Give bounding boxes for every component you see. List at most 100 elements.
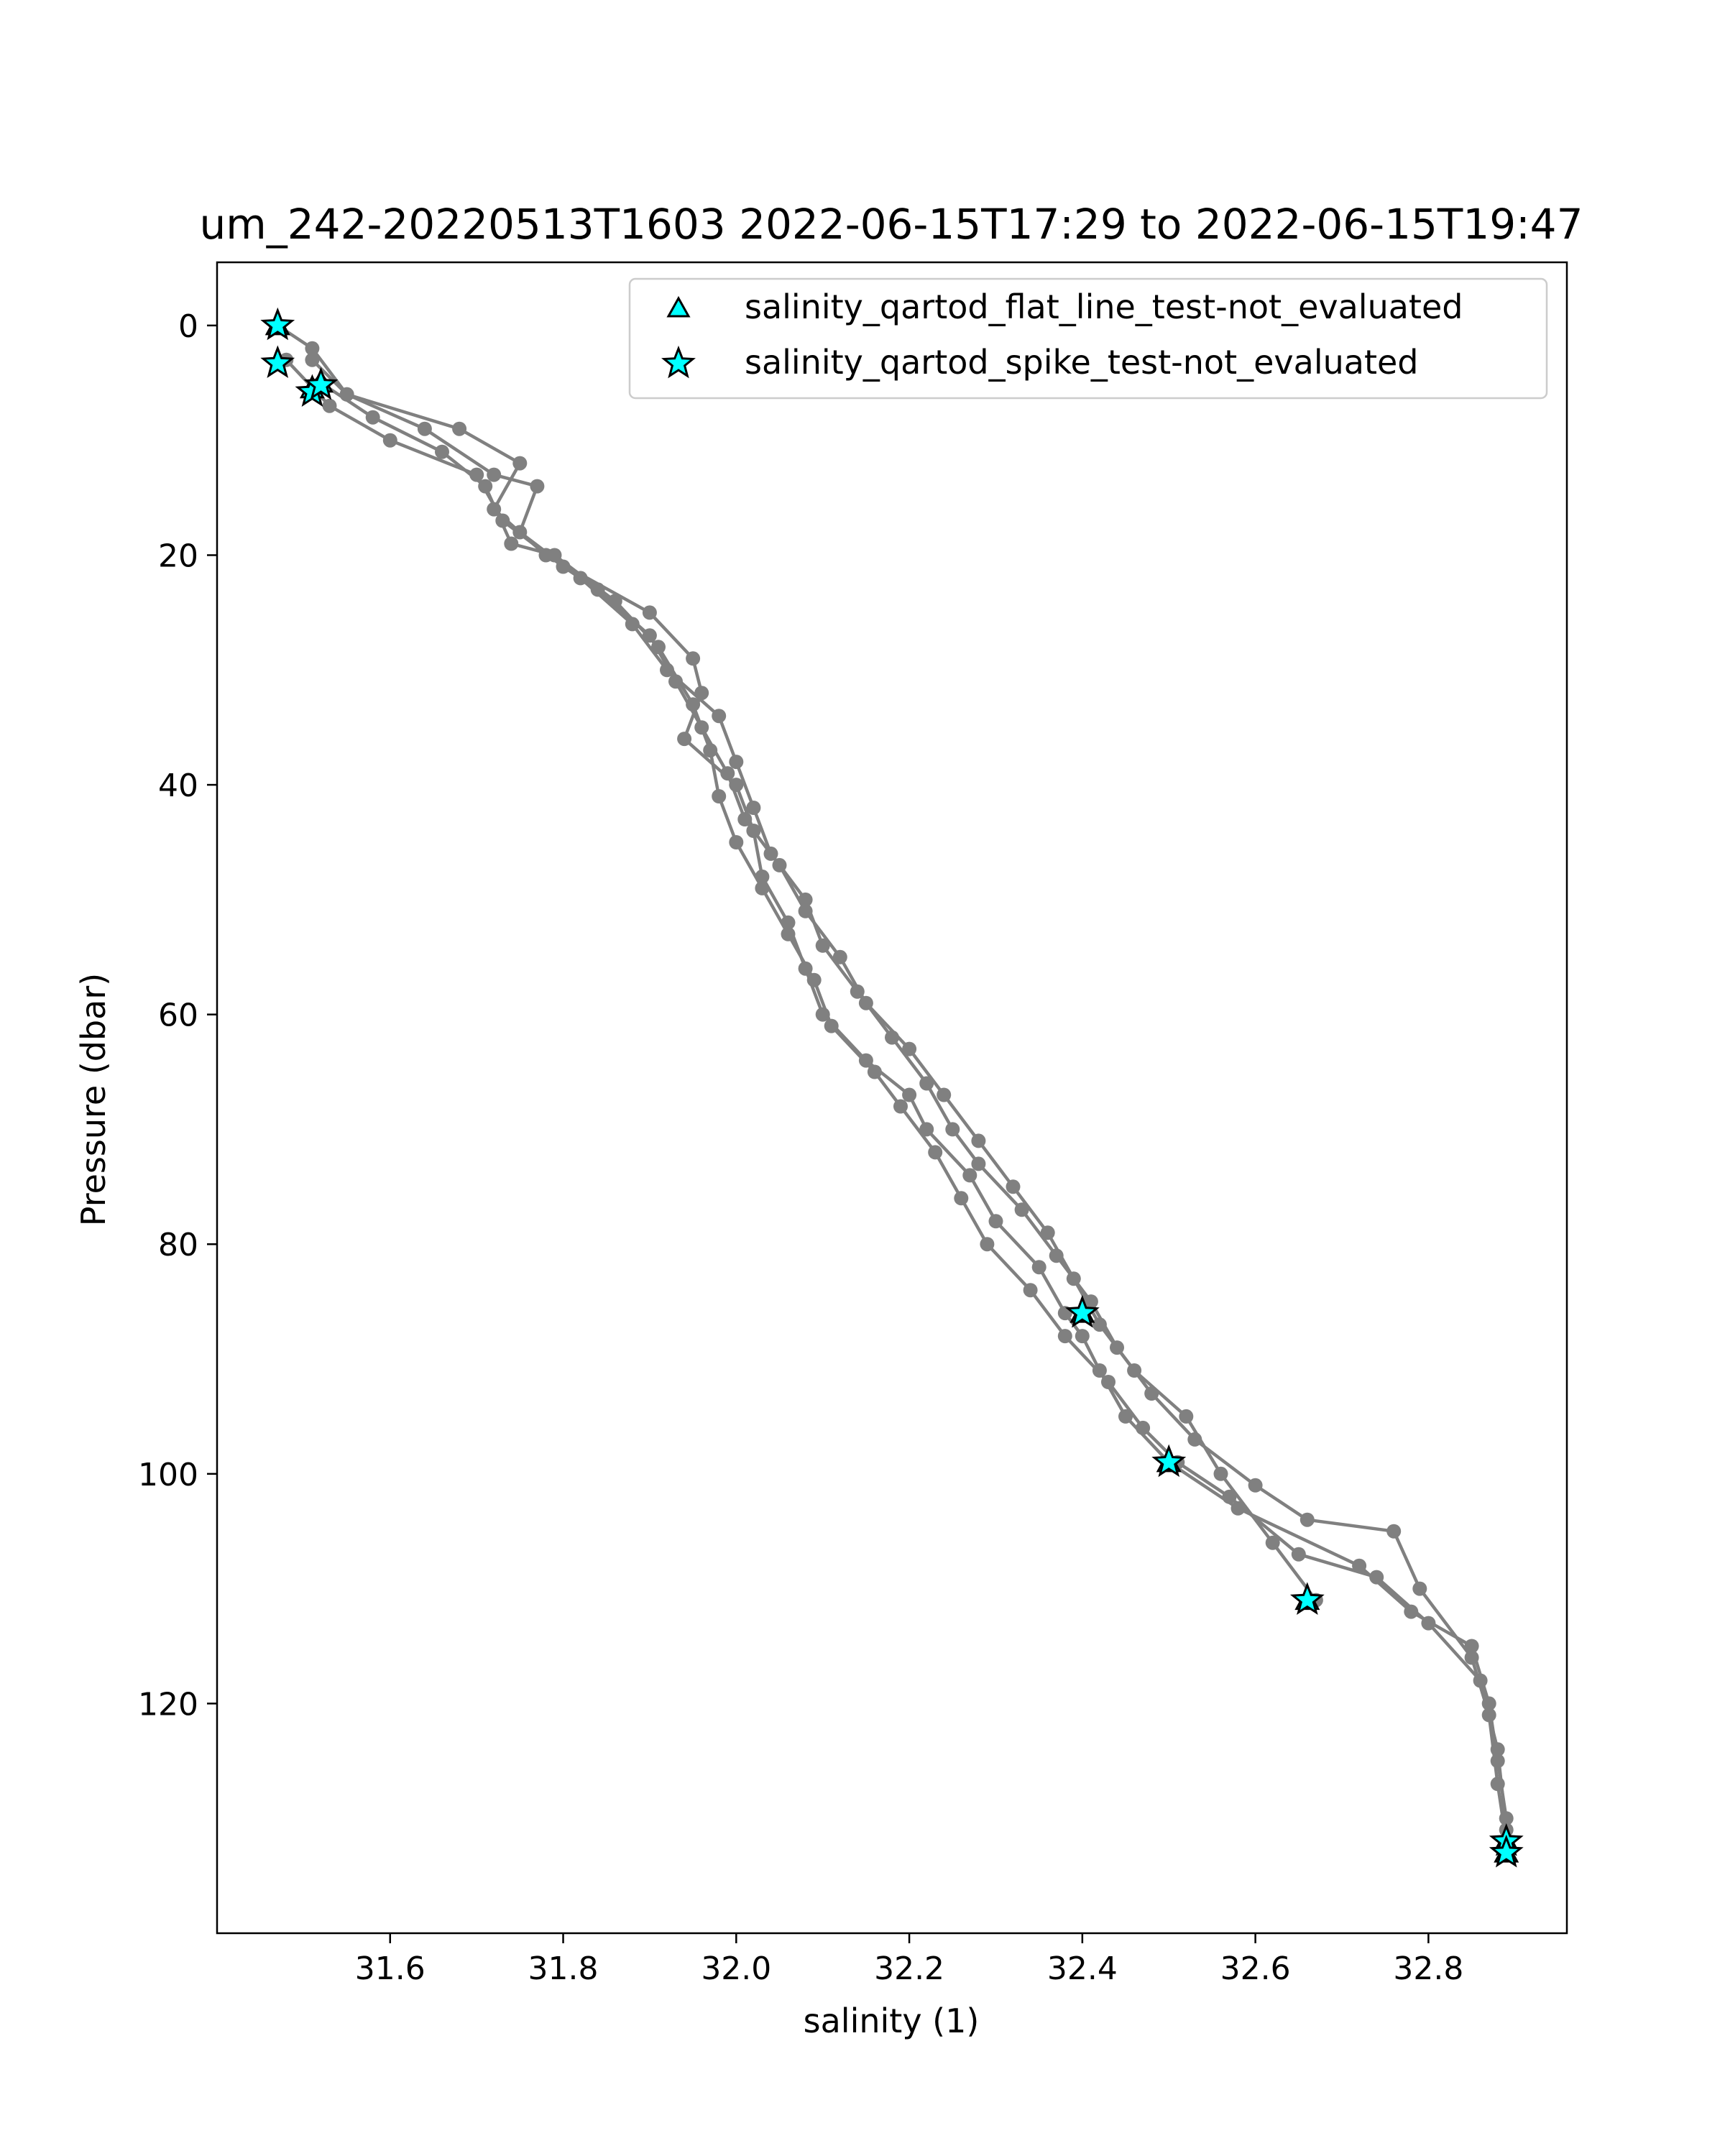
profile-point bbox=[487, 467, 502, 482]
x-axis: 31.6 31.8 32.0 32.2 32.4 32.6 32.8 bbox=[355, 1933, 1463, 1987]
profile-point bbox=[902, 1087, 917, 1102]
x-tick-label: 32.6 bbox=[1220, 1950, 1291, 1987]
legend-triangle-marker bbox=[666, 295, 691, 318]
profile-point bbox=[962, 1168, 978, 1183]
profile-point bbox=[1023, 1283, 1038, 1298]
x-tick-label: 32.2 bbox=[874, 1950, 944, 1987]
profile-point bbox=[478, 479, 493, 494]
profile-point bbox=[1404, 1604, 1419, 1619]
profile-point bbox=[305, 341, 320, 356]
profile-point bbox=[512, 456, 528, 471]
profile-point bbox=[971, 1133, 986, 1148]
y-tick-label: 120 bbox=[138, 1686, 198, 1723]
profile-point bbox=[1412, 1581, 1427, 1596]
profile-point bbox=[607, 594, 622, 609]
y-axis-label: Pressure (dbar) bbox=[74, 973, 113, 1226]
profile-point bbox=[1127, 1363, 1142, 1378]
profile-point bbox=[902, 1041, 917, 1056]
profile-point bbox=[781, 926, 796, 941]
profile-point bbox=[642, 605, 657, 620]
legend-label-flat-line: salinity_qartod_flat_line_test-not_evalu… bbox=[745, 287, 1463, 326]
y-tick-label: 0 bbox=[178, 308, 198, 345]
profile-point bbox=[1222, 1489, 1237, 1504]
legend-star-marker bbox=[661, 345, 696, 379]
profile-point bbox=[1075, 1329, 1090, 1344]
profile-point bbox=[1473, 1673, 1488, 1688]
profile-point bbox=[1118, 1409, 1133, 1424]
profile-point bbox=[322, 398, 337, 413]
profile-point bbox=[746, 801, 761, 815]
profile-point bbox=[815, 938, 830, 953]
profile-point bbox=[668, 674, 683, 689]
profile-point bbox=[1040, 1225, 1055, 1240]
profile-point bbox=[435, 444, 449, 459]
x-tick-label: 32.4 bbox=[1047, 1950, 1118, 1987]
y-tick-label: 20 bbox=[158, 538, 198, 574]
profile-point bbox=[1265, 1535, 1280, 1550]
profile-point bbox=[824, 1018, 839, 1033]
profile-point bbox=[703, 743, 718, 758]
y-tick-label: 100 bbox=[138, 1457, 198, 1493]
profile-point bbox=[772, 857, 787, 872]
profile-point bbox=[729, 835, 744, 849]
profile-point bbox=[1066, 1271, 1081, 1286]
profile-point bbox=[1230, 1501, 1246, 1516]
profile-point bbox=[737, 812, 753, 826]
spike-flag-marker bbox=[1289, 1582, 1325, 1615]
profile-point bbox=[755, 880, 770, 895]
axes-frame bbox=[216, 261, 1568, 1935]
y-tick-label: 40 bbox=[158, 768, 198, 804]
y-axis: 0 20 40 60 80 100 120 bbox=[138, 308, 217, 1723]
profile-point bbox=[954, 1191, 969, 1206]
profile-point bbox=[686, 651, 701, 666]
profile-point bbox=[1006, 1179, 1021, 1194]
profile-point bbox=[1490, 1742, 1505, 1757]
legend-label-spike: salinity_qartod_spike_test-not_evaluated bbox=[745, 343, 1418, 382]
profile-point bbox=[1101, 1375, 1116, 1389]
profile-point bbox=[1386, 1524, 1402, 1539]
spike-flag-marker bbox=[303, 367, 339, 400]
profile-point bbox=[365, 410, 380, 425]
profile-point bbox=[452, 421, 467, 436]
profile-point bbox=[1300, 1512, 1315, 1527]
profile-point bbox=[945, 1122, 960, 1137]
profile-point bbox=[504, 536, 519, 551]
x-tick-label: 31.6 bbox=[355, 1950, 426, 1987]
profile-point bbox=[305, 352, 320, 367]
profile-point bbox=[382, 433, 397, 448]
profile-point bbox=[980, 1237, 995, 1252]
spike-flag-marker bbox=[260, 345, 295, 378]
profile-point bbox=[893, 1099, 908, 1114]
profile-point bbox=[1057, 1329, 1072, 1344]
profile-point bbox=[1464, 1650, 1479, 1665]
profile-point bbox=[867, 1064, 882, 1079]
profile-point bbox=[1031, 1260, 1046, 1275]
x-tick-label: 32.8 bbox=[1393, 1950, 1463, 1987]
profile-line bbox=[285, 359, 1317, 1601]
spike-flag-marker bbox=[1489, 1834, 1524, 1868]
profile-point bbox=[712, 709, 727, 724]
profile-point bbox=[417, 421, 432, 436]
spike-flag-marker bbox=[1064, 1294, 1100, 1328]
profile-point bbox=[1014, 1202, 1029, 1217]
profile-point bbox=[988, 1214, 1003, 1229]
profile-point bbox=[858, 995, 873, 1010]
profile-point bbox=[1213, 1466, 1228, 1481]
profile-point bbox=[686, 697, 701, 712]
x-axis-label: salinity (1) bbox=[804, 2001, 980, 2040]
plot-area bbox=[260, 307, 1524, 1868]
profile-point bbox=[530, 479, 545, 494]
profile-point bbox=[720, 766, 735, 781]
x-tick-label: 32.0 bbox=[701, 1950, 771, 1987]
profile-point bbox=[832, 949, 847, 964]
profile-point bbox=[1291, 1547, 1306, 1562]
profile-point bbox=[1421, 1616, 1436, 1631]
x-tick-label: 31.8 bbox=[528, 1950, 599, 1987]
y-tick-label: 80 bbox=[158, 1227, 198, 1263]
profile-point bbox=[1464, 1639, 1479, 1654]
profile-point bbox=[677, 732, 692, 747]
profile-point bbox=[712, 789, 727, 803]
legend-box bbox=[628, 277, 1548, 400]
spike-flag-marker bbox=[260, 307, 295, 341]
